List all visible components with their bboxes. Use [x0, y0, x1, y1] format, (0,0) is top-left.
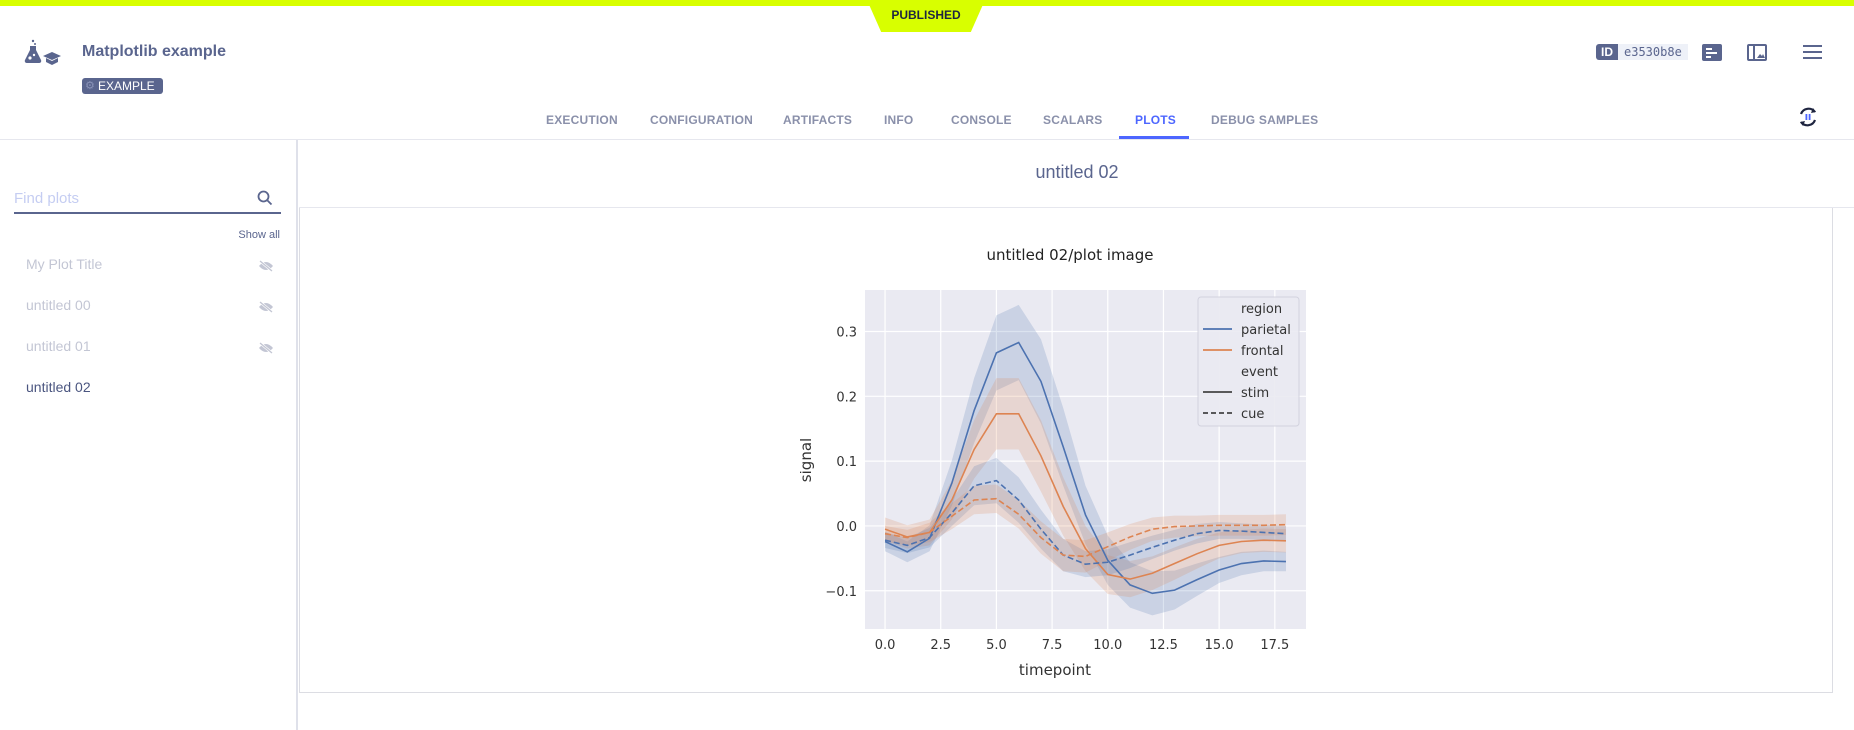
- y-tick-label: 0.3: [836, 325, 857, 340]
- eye-off-icon[interactable]: [258, 300, 274, 318]
- x-tick-label: 17.5: [1260, 638, 1289, 653]
- y-tick-label: 0.1: [836, 455, 857, 470]
- published-banner: PUBLISHED: [867, 0, 985, 32]
- tab-info[interactable]: INFO: [884, 113, 914, 127]
- ci-band-frontal-cue: [885, 484, 1286, 573]
- tab-console[interactable]: CONSOLE: [951, 113, 1012, 127]
- legend-region-title: region: [1241, 302, 1282, 317]
- legend-entry-cue: cue: [1241, 407, 1264, 422]
- legend: region parietal frontal event stim cue: [1197, 296, 1300, 427]
- tab-configuration[interactable]: CONFIGURATION: [650, 113, 754, 127]
- experiment-title: Matplotlib example: [82, 43, 227, 60]
- x-tick-label: 12.5: [1149, 638, 1178, 653]
- y-axis-label: signal: [800, 438, 815, 482]
- y-tick-label: 0.2: [836, 390, 857, 405]
- badge-label: EXAMPLE: [98, 79, 155, 93]
- active-tab-indicator: [1119, 136, 1189, 139]
- x-tick-label: 2.5: [930, 638, 951, 653]
- series-line-frontal-stim: [884, 413, 1286, 580]
- legend-entry-frontal: frontal: [1241, 344, 1284, 359]
- x-tick-label: 0.0: [875, 638, 896, 653]
- plot-list-item-my-plot-title[interactable]: My Plot Title: [26, 256, 103, 272]
- tab-execution[interactable]: EXECUTION: [546, 113, 618, 127]
- legend-entry-parietal: parietal: [1241, 323, 1291, 338]
- plot-card: [299, 208, 1833, 693]
- plot-group-title: untitled 02: [1035, 162, 1119, 182]
- series-line-frontal-cue: [884, 497, 1286, 558]
- layout-toggle-icon[interactable]: [1747, 44, 1767, 66]
- x-tick-label: 15.0: [1205, 638, 1234, 653]
- ci-band-parietal-cue: [885, 457, 1286, 578]
- experiment-logo-icon: [24, 38, 64, 71]
- sidebar-divider[interactable]: [296, 140, 298, 730]
- gear-icon: ⚙: [85, 80, 95, 92]
- header-divider: [0, 139, 1854, 140]
- x-tick-label: 5.0: [986, 638, 1007, 653]
- plot-list-item-untitled-02[interactable]: untitled 02: [26, 379, 91, 395]
- y-tick-label: 0.0: [836, 520, 857, 535]
- details-panel-icon[interactable]: [1702, 44, 1722, 66]
- experiment-id[interactable]: ID e3530b8e: [1596, 44, 1688, 60]
- tab-plots[interactable]: PLOTS: [1135, 113, 1177, 127]
- auto-refresh-pause-icon[interactable]: [1797, 106, 1819, 133]
- find-plots-input[interactable]: Find plots: [14, 186, 281, 214]
- tab-artifacts[interactable]: ARTIFACTS: [783, 113, 853, 127]
- tab-scalars[interactable]: SCALARS: [1043, 113, 1103, 127]
- series-line-parietal-stim: [884, 341, 1286, 595]
- title-divider: [299, 207, 1854, 208]
- x-tick-label: 7.5: [1042, 638, 1063, 653]
- line-chart[interactable]: 0.0 2.5 5.0 7.5 10.0 12.5 15.0 17.5 0.3 0.2 0.1 0.0…: [800, 270, 1340, 690]
- x-axis-label: timepoint: [1019, 661, 1091, 679]
- y-tick-label: −0.1: [825, 585, 857, 600]
- plot-title: untitled 02/plot image: [986, 246, 1154, 264]
- plot-list-item-untitled-01[interactable]: untitled 01: [26, 338, 91, 354]
- plot-list-item-untitled-00[interactable]: untitled 00: [26, 297, 91, 313]
- show-all-link[interactable]: Show all: [238, 229, 280, 241]
- id-value: e3530b8e: [1618, 44, 1688, 60]
- tab-debug-samples[interactable]: DEBUG SAMPLES: [1211, 113, 1319, 127]
- example-badge: ⚙ EXAMPLE: [82, 78, 163, 94]
- eye-off-icon[interactable]: [258, 259, 274, 277]
- menu-icon[interactable]: [1803, 45, 1822, 64]
- legend-event-title: event: [1241, 365, 1278, 380]
- search-icon[interactable]: [257, 190, 273, 206]
- legend-entry-stim: stim: [1241, 386, 1269, 401]
- id-label: ID: [1596, 44, 1618, 60]
- series-line-parietal-cue: [884, 479, 1287, 565]
- search-placeholder: Find plots: [14, 190, 80, 207]
- x-tick-label: 10.0: [1093, 638, 1122, 653]
- eye-off-icon[interactable]: [258, 341, 274, 359]
